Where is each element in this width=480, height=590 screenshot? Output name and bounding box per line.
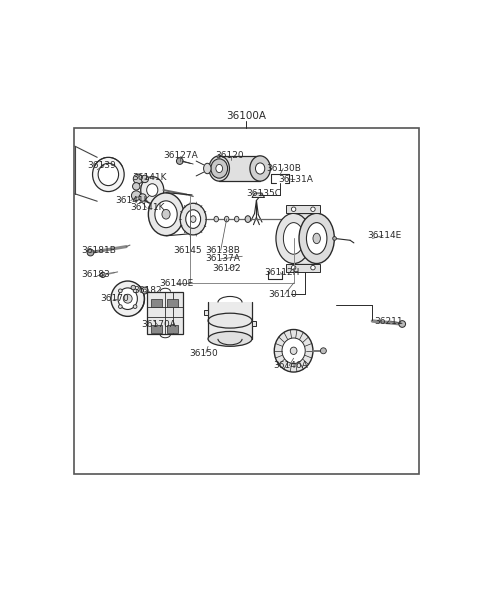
Circle shape [177,158,183,165]
Bar [151,299,162,307]
Circle shape [123,294,132,303]
Ellipse shape [191,216,196,222]
Text: 36120: 36120 [216,152,244,160]
Text: 36131A: 36131A [279,175,313,184]
Ellipse shape [306,222,327,254]
Ellipse shape [180,204,206,235]
Circle shape [144,289,146,292]
Ellipse shape [283,222,304,254]
Circle shape [321,348,326,354]
Text: 36141K: 36141K [115,196,150,205]
Ellipse shape [245,216,251,222]
Text: 36114E: 36114E [367,231,401,240]
Bar [167,299,178,307]
Ellipse shape [118,288,137,310]
Bar [294,214,317,264]
Circle shape [132,183,140,190]
Ellipse shape [234,217,239,222]
Ellipse shape [93,158,124,192]
Circle shape [333,237,336,240]
Circle shape [100,272,106,277]
Text: 36170: 36170 [100,294,129,303]
Ellipse shape [282,338,305,363]
Bar [208,303,252,339]
Circle shape [311,266,315,270]
Ellipse shape [250,156,270,181]
Text: 36146A: 36146A [273,361,308,370]
Bar [219,156,260,181]
Circle shape [142,287,148,294]
Text: 36139: 36139 [87,162,116,171]
Circle shape [119,304,122,309]
Bar [147,291,183,335]
Ellipse shape [204,163,211,173]
Circle shape [132,191,141,201]
Text: 36181B: 36181B [82,246,117,255]
Polygon shape [286,264,321,272]
Ellipse shape [155,201,177,228]
Ellipse shape [186,210,201,228]
Circle shape [291,207,296,211]
Polygon shape [252,193,264,198]
Ellipse shape [208,332,252,346]
Ellipse shape [276,214,312,264]
Ellipse shape [274,329,313,372]
Polygon shape [252,320,256,326]
Ellipse shape [313,233,321,244]
Text: 36127A: 36127A [163,152,198,160]
Ellipse shape [214,217,218,222]
Circle shape [133,289,137,293]
Circle shape [141,175,148,183]
Text: 36170A: 36170A [141,320,176,329]
Ellipse shape [162,209,170,219]
Ellipse shape [141,176,164,204]
Circle shape [399,320,406,327]
Text: 36211: 36211 [374,316,403,326]
Text: 36183: 36183 [82,270,110,280]
Bar [167,325,178,333]
Text: 36141K: 36141K [131,204,165,212]
Ellipse shape [111,281,144,316]
Text: 36110: 36110 [268,290,297,299]
Text: 36141K: 36141K [132,172,167,182]
Text: 36100A: 36100A [226,111,266,121]
Ellipse shape [225,217,229,222]
Circle shape [87,249,94,256]
Ellipse shape [208,313,252,328]
Circle shape [139,194,146,201]
Ellipse shape [98,163,119,186]
Text: 36182: 36182 [133,286,162,295]
Text: 36140E: 36140E [160,278,194,287]
Ellipse shape [299,214,335,264]
Circle shape [311,207,315,211]
Bar [151,325,162,333]
Ellipse shape [209,156,229,181]
Polygon shape [204,310,208,315]
Text: 36137A: 36137A [205,254,240,263]
Text: 36102: 36102 [213,264,241,273]
Circle shape [131,286,135,290]
Ellipse shape [255,163,265,174]
Circle shape [133,304,137,309]
Ellipse shape [290,347,297,355]
Text: 36112H: 36112H [264,268,299,277]
Text: 36135C: 36135C [246,189,281,198]
Circle shape [291,266,296,270]
Text: 36145: 36145 [173,246,202,255]
Text: 36150: 36150 [190,349,218,358]
Circle shape [119,289,122,293]
Ellipse shape [216,165,223,173]
Polygon shape [286,205,321,214]
Circle shape [133,174,143,183]
Ellipse shape [148,193,184,235]
Ellipse shape [147,183,158,196]
Text: 36138B: 36138B [205,246,240,255]
Text: 36130B: 36130B [266,164,301,173]
Ellipse shape [211,159,228,178]
